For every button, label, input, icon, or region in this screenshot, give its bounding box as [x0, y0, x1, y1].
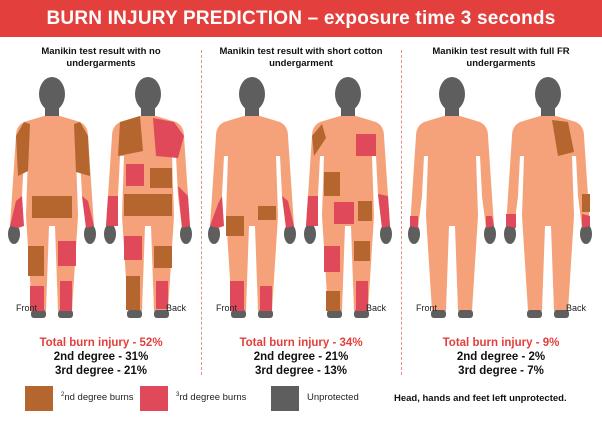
- burn-stats: Total burn injury - 34% 2nd degree - 21%…: [202, 336, 400, 378]
- burn-stats: Total burn injury - 9% 2nd degree - 2% 3…: [402, 336, 600, 378]
- front-manikin: [208, 77, 296, 318]
- panel-no-undergarments: Manikin test result with no undergarment…: [2, 38, 200, 378]
- back-manikin: [504, 77, 592, 318]
- second-degree-value: 2nd degree - 21%: [253, 351, 349, 363]
- second-degree-legend-label: 2nd degree burns: [61, 392, 134, 404]
- burn-stats: Total burn injury - 52% 2nd degree - 31%…: [2, 336, 200, 378]
- back-label: Back: [565, 303, 586, 313]
- total-burn-value: Total burn injury - 52%: [39, 337, 163, 349]
- back-label: Back: [165, 303, 186, 313]
- manikin-figures: [8, 77, 192, 318]
- back-label: Back: [365, 303, 386, 313]
- third-degree-value: 3rd degree - 13%: [254, 365, 348, 377]
- manikin-figures: [208, 77, 392, 318]
- panel-full-fr-undergarments: Manikin test result with full FR underga…: [402, 38, 600, 378]
- third-degree-value: 3rd degree - 21%: [54, 365, 148, 377]
- legend: 2nd degree burns 3rd degree burns Unprot…: [0, 386, 602, 416]
- panel-title: Manikin test result with no undergarment…: [41, 46, 161, 69]
- unprotected-note: Head, hands and feet left unprotected.: [394, 393, 567, 404]
- title-banner: BURN INJURY PREDICTION – exposure time 3…: [0, 0, 602, 37]
- unprotected-legend-label: Unprotected: [307, 392, 359, 403]
- unprotected-swatch: [271, 386, 299, 411]
- front-manikin: [408, 77, 496, 318]
- panel-title: Manikin test result with short cotton un…: [219, 46, 383, 69]
- panel-title: Manikin test result with full FR underga…: [432, 46, 570, 69]
- second-degree-value: 2nd degree - 31%: [53, 351, 149, 363]
- total-burn-value: Total burn injury - 9%: [442, 337, 560, 349]
- panel-divider: [401, 50, 402, 375]
- front-label: Front: [416, 303, 438, 313]
- back-manikin: [104, 77, 192, 318]
- third-degree-legend-label: 3rd degree burns: [176, 392, 247, 404]
- front-label: Front: [16, 303, 38, 313]
- third-degree-value: 3rd degree - 7%: [458, 365, 544, 377]
- third-degree-swatch: [140, 386, 168, 411]
- panel-short-cotton-undergarment: Manikin test result with short cotton un…: [202, 38, 400, 378]
- back-manikin: [304, 77, 392, 318]
- second-degree-swatch: [25, 386, 53, 411]
- panel-divider: [201, 50, 202, 375]
- manikin-figures: [408, 77, 592, 318]
- total-burn-value: Total burn injury - 34%: [239, 337, 363, 349]
- front-label: Front: [216, 303, 238, 313]
- second-degree-value: 2nd degree - 2%: [456, 351, 546, 363]
- front-manikin: [8, 77, 96, 318]
- page-title: BURN INJURY PREDICTION – exposure time 3…: [46, 7, 556, 29]
